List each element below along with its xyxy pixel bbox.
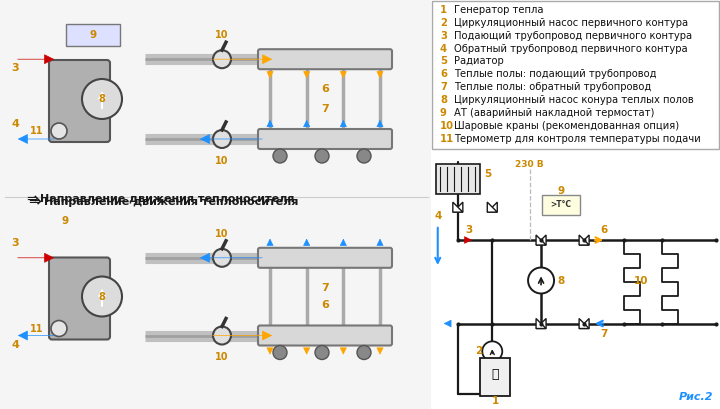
Text: >T°C: >T°C: [551, 200, 572, 209]
Text: 3: 3: [11, 238, 19, 248]
Text: 10: 10: [215, 156, 229, 166]
Polygon shape: [487, 202, 498, 212]
Text: 7: 7: [321, 104, 329, 114]
FancyBboxPatch shape: [66, 24, 120, 46]
Text: 10: 10: [634, 276, 649, 285]
Circle shape: [213, 50, 231, 68]
Polygon shape: [579, 235, 589, 245]
Text: 8: 8: [557, 276, 564, 285]
Circle shape: [482, 342, 503, 361]
Text: 3: 3: [440, 31, 447, 41]
Text: ⇒: ⇒: [28, 195, 41, 209]
Circle shape: [528, 267, 554, 294]
Text: 1: 1: [440, 5, 447, 15]
Text: Генератор тепла: Генератор тепла: [454, 5, 544, 15]
Polygon shape: [536, 319, 546, 328]
Text: Теплые полы: обратный трубопровод: Теплые полы: обратный трубопровод: [454, 82, 652, 92]
FancyBboxPatch shape: [49, 258, 110, 339]
Polygon shape: [536, 235, 546, 245]
Circle shape: [273, 346, 287, 360]
Text: 4: 4: [440, 44, 447, 54]
Circle shape: [82, 79, 122, 119]
FancyBboxPatch shape: [542, 195, 580, 215]
Text: Шаровые краны (рекомендованная опция): Шаровые краны (рекомендованная опция): [454, 121, 679, 131]
Text: Рис.2: Рис.2: [679, 392, 714, 402]
Text: 9: 9: [557, 186, 564, 196]
Circle shape: [51, 123, 67, 139]
Text: 8: 8: [440, 95, 447, 105]
Text: Циркуляционный насос конура теплых полов: Циркуляционный насос конура теплых полов: [454, 95, 694, 105]
Circle shape: [213, 249, 231, 267]
Text: 3: 3: [465, 225, 472, 235]
Text: ⇒: ⇒: [26, 192, 37, 206]
Text: 9: 9: [89, 30, 96, 40]
FancyBboxPatch shape: [480, 357, 510, 396]
Text: 11: 11: [30, 324, 43, 333]
Circle shape: [82, 276, 122, 317]
Text: 7: 7: [321, 283, 329, 293]
Polygon shape: [579, 319, 589, 328]
Text: 230 В: 230 В: [516, 160, 544, 169]
Text: 8: 8: [99, 292, 105, 301]
Text: 6: 6: [600, 225, 608, 235]
Text: 6: 6: [321, 84, 329, 94]
Text: Направление движения теплоносителя: Направление движения теплоносителя: [44, 197, 298, 207]
Circle shape: [273, 149, 287, 163]
Polygon shape: [579, 235, 589, 245]
Polygon shape: [536, 319, 546, 328]
Text: 5: 5: [485, 169, 492, 179]
Text: 7: 7: [600, 328, 608, 339]
FancyBboxPatch shape: [258, 248, 392, 268]
Text: Обратный трубопровод первичного контура: Обратный трубопровод первичного контура: [454, 44, 688, 54]
Polygon shape: [536, 235, 546, 245]
Text: Термометр для контроля температуры подачи: Термометр для контроля температуры подач…: [454, 134, 701, 144]
Text: 2: 2: [440, 18, 447, 28]
Text: Подающий трубопровод первичного контура: Подающий трубопровод первичного контура: [454, 31, 692, 41]
Text: 8: 8: [99, 94, 105, 104]
Text: 9: 9: [440, 108, 447, 118]
Text: Направление движения теплоносителя: Направление движения теплоносителя: [40, 194, 294, 204]
Circle shape: [357, 149, 371, 163]
Circle shape: [213, 326, 231, 344]
FancyBboxPatch shape: [258, 129, 392, 149]
FancyBboxPatch shape: [258, 49, 392, 69]
Text: 11: 11: [440, 134, 454, 144]
Text: Теплые полы: подающий трубопровод: Теплые полы: подающий трубопровод: [454, 70, 657, 79]
Circle shape: [357, 346, 371, 360]
Text: 10: 10: [215, 353, 229, 362]
Text: 4: 4: [11, 339, 19, 350]
Text: 10: 10: [440, 121, 454, 131]
Text: 10: 10: [215, 30, 229, 40]
Circle shape: [315, 346, 329, 360]
Text: 🔥: 🔥: [491, 368, 499, 381]
Text: 4: 4: [11, 119, 19, 129]
Circle shape: [213, 130, 231, 148]
FancyBboxPatch shape: [49, 60, 110, 142]
Polygon shape: [453, 202, 463, 212]
Polygon shape: [453, 202, 463, 212]
Text: 1: 1: [492, 396, 499, 406]
Bar: [436, 164, 480, 194]
Polygon shape: [579, 319, 589, 328]
Text: 7: 7: [440, 82, 447, 92]
Circle shape: [315, 149, 329, 163]
Text: Циркуляционный насос первичного контура: Циркуляционный насос первичного контура: [454, 18, 688, 28]
Circle shape: [51, 321, 67, 337]
FancyBboxPatch shape: [258, 326, 392, 346]
FancyBboxPatch shape: [432, 1, 719, 149]
Text: 2: 2: [474, 346, 482, 356]
Text: 5: 5: [440, 56, 447, 67]
Bar: [0, 0, 431, 409]
Text: 10: 10: [215, 229, 229, 239]
Text: 6: 6: [440, 70, 447, 79]
Text: АТ (аварийный накладной термостат): АТ (аварийный накладной термостат): [454, 108, 654, 118]
Text: Радиатор: Радиатор: [454, 56, 504, 67]
Text: 9: 9: [61, 216, 68, 226]
Text: 4: 4: [434, 211, 441, 221]
Text: 11: 11: [30, 126, 43, 136]
Text: 3: 3: [11, 63, 19, 73]
Text: 6: 6: [321, 301, 329, 310]
Polygon shape: [487, 202, 498, 212]
